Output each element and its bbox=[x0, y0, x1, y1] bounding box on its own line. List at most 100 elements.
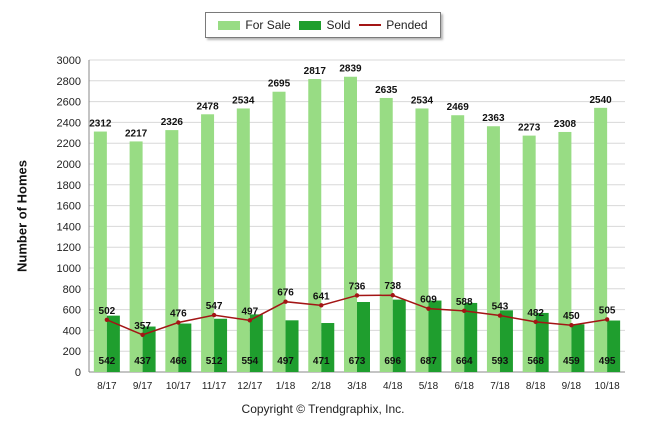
y-tick-label-6: 1200 bbox=[57, 242, 81, 254]
sold-label-2: 466 bbox=[170, 356, 187, 367]
legend-label-pended: Pended bbox=[386, 18, 428, 32]
x-tick-label-7: 3/18 bbox=[347, 381, 367, 392]
pended-point-10 bbox=[462, 308, 467, 314]
sold-bar-4 bbox=[249, 314, 263, 372]
for-sale-bar-11 bbox=[486, 126, 500, 372]
pended-point-1 bbox=[140, 332, 145, 338]
pended-point-14 bbox=[604, 317, 610, 322]
x-tick-label-5: 1/18 bbox=[276, 381, 296, 392]
for-sale-label-7: 2839 bbox=[339, 64, 362, 75]
legend-item-sold: Sold bbox=[299, 18, 350, 32]
y-tick-label-8: 1600 bbox=[57, 201, 81, 213]
copyright-text: Copyright © Trendgraphix, Inc. bbox=[241, 402, 405, 416]
x-tick-label-6: 2/18 bbox=[312, 381, 332, 392]
pended-label-1: 357 bbox=[134, 321, 151, 332]
x-tick-label-8: 4/18 bbox=[383, 381, 403, 392]
sold-bar-5 bbox=[285, 320, 299, 372]
for-sale-bar-4 bbox=[236, 108, 250, 373]
x-tick-label-12: 8/18 bbox=[526, 381, 546, 392]
pended-label-8: 738 bbox=[384, 281, 401, 292]
pended-point-6 bbox=[319, 303, 324, 308]
y-tick-label-10: 2000 bbox=[57, 159, 81, 171]
x-tick-label-0: 8/17 bbox=[97, 381, 117, 392]
sold-bar-12 bbox=[535, 312, 549, 372]
pended-point-13 bbox=[569, 323, 574, 328]
sold-label-0: 542 bbox=[99, 356, 116, 367]
for-sale-bar-13 bbox=[558, 131, 572, 372]
y-tick-label-5: 1000 bbox=[57, 263, 81, 275]
sold-label-13: 459 bbox=[563, 356, 580, 367]
sold-label-4: 554 bbox=[241, 356, 258, 367]
sold-label-6: 471 bbox=[313, 356, 330, 367]
for-sale-bar-7 bbox=[344, 76, 357, 372]
for-sale-label-10: 2469 bbox=[447, 102, 470, 113]
y-tick-label-0: 0 bbox=[75, 367, 81, 379]
sold-bar-7 bbox=[357, 302, 370, 372]
pended-label-4: 497 bbox=[241, 306, 258, 317]
sold-label-14: 495 bbox=[599, 356, 616, 367]
sold-label-1: 437 bbox=[134, 356, 151, 367]
for-sale-label-4: 2534 bbox=[232, 95, 255, 106]
sold-bar-14 bbox=[607, 320, 621, 372]
y-tick-label-12: 2400 bbox=[57, 117, 81, 129]
legend-item-pended: Pended bbox=[359, 18, 428, 32]
y-tick-label-11: 2200 bbox=[57, 138, 81, 150]
sold-label-7: 673 bbox=[349, 356, 366, 367]
for-sale-bar-12 bbox=[522, 135, 536, 372]
for-sale-label-1: 2217 bbox=[125, 128, 148, 139]
for-sale-bar-9 bbox=[415, 108, 429, 373]
x-tick-label-1: 9/17 bbox=[133, 381, 153, 392]
pended-point-4 bbox=[247, 318, 252, 323]
y-axis-label: Number of Homes bbox=[14, 160, 30, 272]
pended-label-0: 502 bbox=[99, 306, 116, 317]
sold-bar-13 bbox=[571, 324, 585, 372]
sold-bar-2 bbox=[178, 323, 192, 372]
pended-point-0 bbox=[104, 317, 110, 322]
for-sale-bar-2 bbox=[165, 130, 179, 372]
x-tick-label-10: 6/18 bbox=[454, 381, 474, 392]
x-tick-label-4: 12/17 bbox=[237, 381, 262, 392]
pended-line-icon bbox=[359, 24, 382, 26]
sold-label-10: 664 bbox=[456, 356, 473, 367]
for-sale-bar-0 bbox=[93, 131, 107, 372]
y-tick-label-13: 2600 bbox=[57, 97, 81, 109]
sold-swatch-icon bbox=[299, 20, 322, 30]
x-tick-label-13: 9/18 bbox=[562, 381, 582, 392]
pended-label-14: 505 bbox=[599, 305, 616, 316]
for-sale-label-5: 2695 bbox=[268, 79, 291, 90]
for-sale-bar-14 bbox=[594, 107, 608, 372]
x-tick-label-2: 10/17 bbox=[166, 381, 191, 392]
y-tick-label-14: 2800 bbox=[57, 76, 81, 88]
sold-bar-0 bbox=[106, 315, 120, 372]
for-sale-label-2: 2326 bbox=[161, 117, 184, 128]
pended-point-8 bbox=[390, 293, 395, 298]
sold-bar-9 bbox=[428, 300, 442, 372]
for-sale-bar-6 bbox=[308, 79, 322, 373]
y-tick-label-9: 1800 bbox=[57, 180, 81, 192]
pended-label-6: 641 bbox=[313, 291, 330, 302]
for-sale-label-6: 2817 bbox=[304, 66, 327, 77]
pended-label-9: 609 bbox=[420, 295, 437, 306]
legend: For Sale Sold Pended bbox=[205, 12, 441, 38]
y-tick-label-7: 1400 bbox=[57, 221, 81, 233]
pended-point-3 bbox=[211, 312, 217, 318]
sold-label-8: 696 bbox=[384, 356, 401, 367]
for-sale-label-0: 2312 bbox=[89, 119, 112, 130]
for-sale-label-9: 2534 bbox=[411, 95, 434, 106]
sold-label-5: 497 bbox=[277, 356, 294, 367]
sold-bar-3 bbox=[214, 318, 228, 372]
for-sale-label-3: 2478 bbox=[196, 101, 219, 112]
pended-point-7 bbox=[354, 293, 360, 298]
pended-label-10: 588 bbox=[456, 297, 473, 308]
x-tick-label-3: 11/17 bbox=[202, 381, 227, 392]
sold-label-3: 512 bbox=[206, 356, 223, 367]
y-tick-label-4: 800 bbox=[63, 284, 81, 296]
pended-label-2: 476 bbox=[170, 308, 187, 319]
y-tick-label-15: 3000 bbox=[57, 55, 81, 67]
sold-bar-6 bbox=[321, 323, 335, 372]
pended-point-5 bbox=[283, 299, 288, 304]
for-sale-swatch-icon bbox=[218, 20, 241, 30]
y-tick-label-1: 200 bbox=[63, 346, 81, 358]
pended-point-2 bbox=[176, 320, 181, 325]
